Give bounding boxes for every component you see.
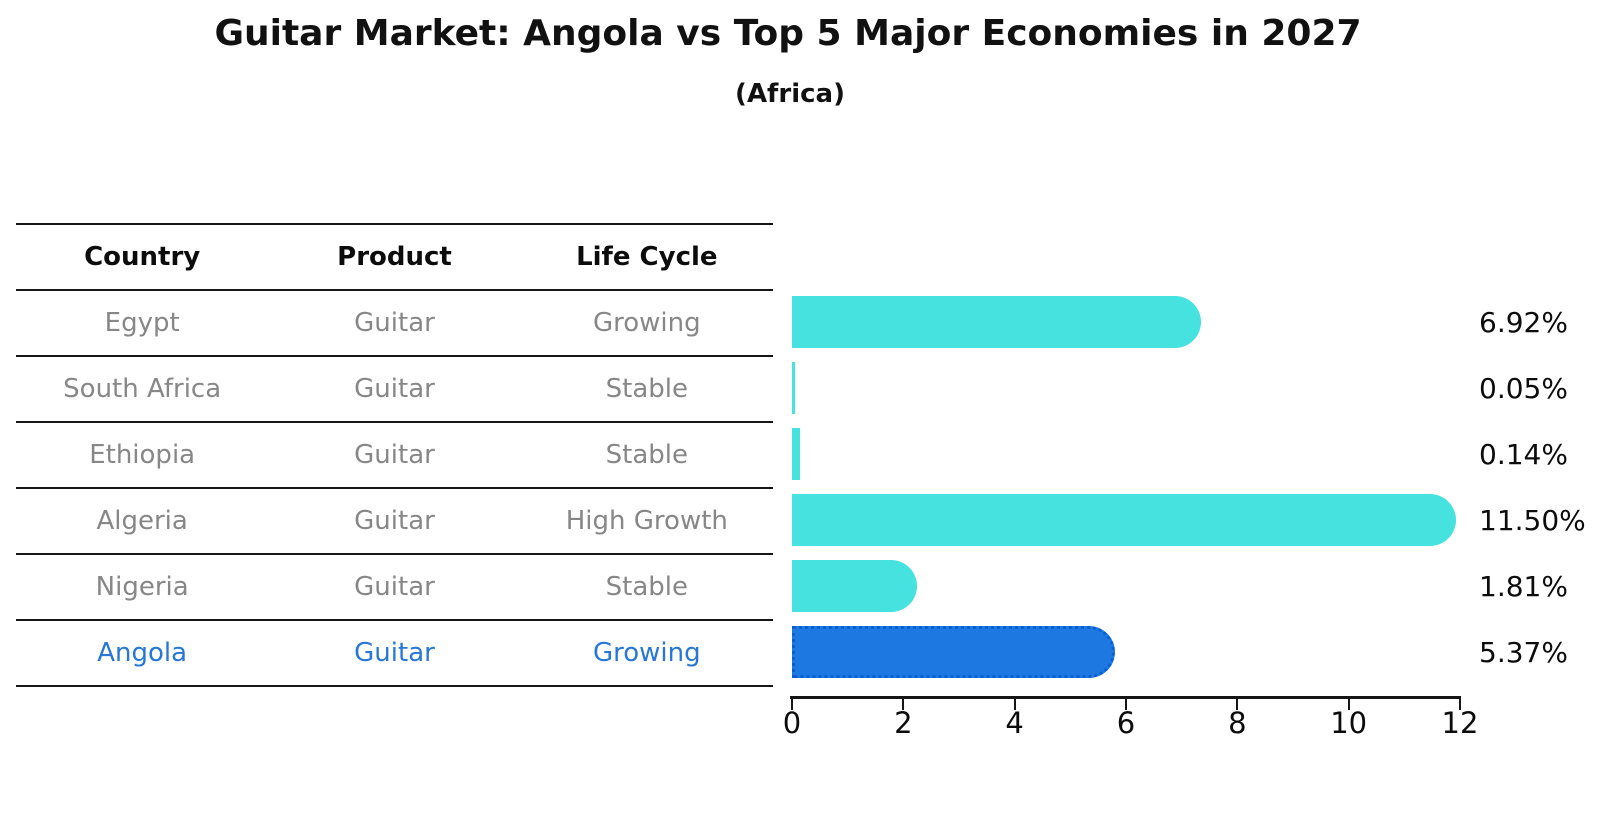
table-cell-lifecycle: Stable — [605, 440, 688, 470]
bar-nigeria — [792, 560, 917, 612]
x-axis-tick-0 — [791, 699, 793, 710]
x-axis-tick-4 — [1013, 699, 1016, 710]
value-label-south-africa: 0.05% — [1479, 371, 1568, 405]
table-header-row: Country Product Life Cycle — [16, 223, 773, 289]
table-row-egypt: Egypt Guitar Growing — [16, 289, 773, 355]
table-header-lifecycle: Life Cycle — [576, 242, 718, 272]
bar-ethiopia — [792, 428, 800, 480]
value-label-algeria: 11.50% — [1479, 503, 1586, 537]
table-cell-lifecycle: High Growth — [565, 506, 728, 536]
bar-row-algeria — [792, 487, 1460, 553]
x-axis-tick-10 — [1347, 699, 1350, 710]
bar-row-egypt — [792, 289, 1460, 355]
table-cell-country: Egypt — [104, 308, 180, 338]
chart-title: Guitar Market: Angola vs Top 5 Major Eco… — [214, 13, 1362, 54]
table-row-south-africa: South Africa Guitar Stable — [16, 355, 773, 421]
table-cell-country: South Africa — [63, 374, 222, 404]
value-label-nigeria: 1.81% — [1479, 569, 1568, 603]
table-cell-product: Guitar — [354, 308, 435, 338]
value-label-ethiopia: 0.14% — [1479, 437, 1568, 471]
bar-south-africa — [792, 362, 795, 414]
bar-row-nigeria — [792, 553, 1460, 619]
table-cell-product: Guitar — [354, 638, 435, 668]
table-cell-lifecycle: Growing — [592, 638, 701, 668]
x-axis-tick-label-4: 4 — [1005, 706, 1024, 740]
bar-plot — [792, 289, 1460, 685]
bar-egypt — [792, 296, 1202, 348]
table-cell-product: Guitar — [354, 374, 435, 404]
table-cell-product: Guitar — [354, 440, 435, 470]
value-label-egypt: 6.92% — [1479, 305, 1568, 339]
x-axis-tick-2 — [902, 699, 905, 710]
table-cell-product: Guitar — [354, 572, 435, 602]
bar-angola — [792, 626, 1115, 678]
x-axis-tick-label-2: 2 — [894, 706, 913, 740]
table-cell-lifecycle: Stable — [605, 572, 688, 602]
x-axis-tick-6 — [1125, 699, 1127, 710]
comparison-table: Country Product Life Cycle Egypt Guitar Gr… — [16, 223, 773, 687]
table-row-angola: Angola Guitar Growing — [16, 619, 773, 685]
x-axis-line — [790, 696, 1461, 699]
table-cell-product: Guitar — [354, 506, 435, 536]
table-header-product: Product — [337, 242, 452, 272]
chart-subtitle: (Africa) — [735, 79, 845, 109]
bar-row-ethiopia — [792, 421, 1460, 487]
table-row-algeria: Algeria Guitar High Growth — [16, 487, 773, 553]
bar-algeria — [792, 494, 1457, 546]
table-header-country: Country — [84, 242, 201, 272]
x-axis-tick-label-0: 0 — [782, 706, 802, 740]
x-axis-tick-label-12: 12 — [1441, 706, 1479, 740]
bar-row-angola — [792, 619, 1460, 685]
table-cell-lifecycle: Stable — [605, 374, 688, 404]
table-cell-country: Angola — [97, 638, 188, 668]
table-body: Egypt Guitar Growing South Africa Guitar Stab… — [16, 289, 773, 685]
table-cell-country: Nigeria — [95, 572, 189, 602]
x-axis-tick-8 — [1236, 699, 1239, 710]
x-axis-tick-label-10: 10 — [1330, 706, 1368, 740]
table-cell-country: Ethiopia — [89, 440, 196, 470]
table-cell-lifecycle: Growing — [592, 308, 701, 338]
table-row-nigeria: Nigeria Guitar Stable — [16, 553, 773, 619]
table-row-ethiopia: Ethiopia Guitar Stable — [16, 421, 773, 487]
value-label-angola: 5.37% — [1479, 635, 1568, 669]
table-cell-country: Algeria — [96, 506, 188, 536]
x-axis-tick-label-8: 8 — [1228, 706, 1247, 740]
x-axis-tick-label-6: 6 — [1116, 706, 1136, 740]
x-axis-tick-12 — [1459, 699, 1461, 710]
bar-row-south-africa — [792, 355, 1460, 421]
